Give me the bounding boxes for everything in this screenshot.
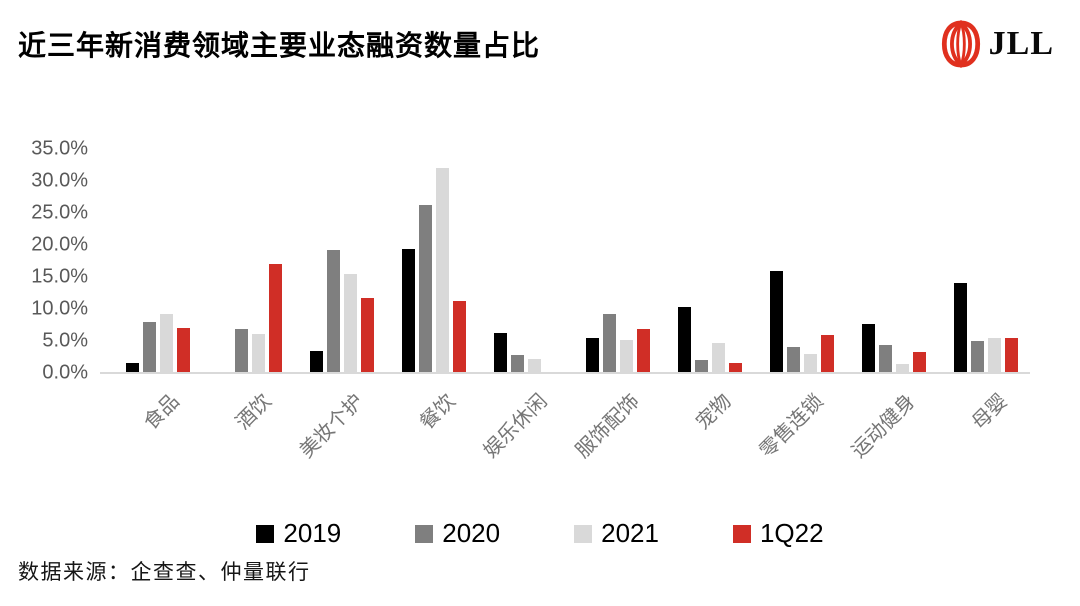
- y-tick-6: 5.0%: [42, 329, 88, 352]
- bar-group-2: [204, 149, 296, 373]
- bar-2021-cat5: [528, 358, 541, 373]
- x-label-1: 食品: [139, 390, 184, 435]
- legend-item-1Q22: 1Q22: [732, 518, 824, 549]
- legend-swatch-2021: [574, 524, 593, 543]
- bar-2020-cat5: [511, 355, 524, 373]
- bar-2021-cat9: [896, 364, 909, 373]
- bar-2020-cat9: [879, 344, 892, 373]
- bar-2019-cat3: [310, 350, 323, 373]
- bar-group-5: [480, 149, 572, 373]
- bar-2020-cat8: [787, 347, 800, 373]
- bar-2020-cat4: [419, 205, 432, 373]
- bar-1Q22-cat10: [1005, 338, 1018, 373]
- y-tick-7: 0.0%: [42, 361, 88, 384]
- bar-group-3: [296, 149, 388, 373]
- bar-2020-cat10: [971, 341, 984, 373]
- chart-legend: 2019 2020 2021 1Q22: [0, 518, 1080, 549]
- legend-label-2021: 2021: [601, 518, 659, 548]
- bar-group-1: [112, 149, 204, 373]
- plot-area: [112, 149, 1032, 373]
- bar-2021-cat1: [160, 314, 173, 373]
- jll-logo-text: JLL: [988, 25, 1054, 62]
- bar-1Q22-cat2: [269, 263, 282, 373]
- legend-label-1Q22: 1Q22: [759, 518, 824, 548]
- legend-label-2020: 2020: [442, 518, 501, 548]
- bar-1Q22-cat6: [637, 328, 650, 373]
- legend-label-2019: 2019: [283, 518, 342, 548]
- bar-2019-cat8: [770, 271, 783, 373]
- x-label-9: 运动健身: [847, 390, 920, 463]
- bar-2021-cat2: [252, 334, 265, 373]
- bar-2020-cat6: [603, 314, 616, 373]
- bar-2019-cat10: [954, 283, 967, 373]
- bar-1Q22-cat8: [821, 335, 834, 373]
- x-label-7: 宠物: [691, 390, 736, 435]
- y-tick-0: 35.0%: [31, 137, 88, 160]
- page-title: 近三年新消费领域主要业态融资数量占比: [18, 30, 541, 61]
- x-label-10: 母婴: [967, 390, 1012, 435]
- legend-item-2021: 2021: [574, 518, 659, 549]
- bar-2020-cat1: [143, 321, 156, 373]
- x-label-8: 零售连锁: [755, 390, 828, 463]
- x-label-5: 娱乐休闲: [479, 390, 552, 463]
- x-label-6: 服饰配饰: [571, 390, 644, 463]
- bar-2019-cat1: [126, 363, 139, 373]
- bar-group-8: [756, 149, 848, 373]
- bar-group-4: [388, 149, 480, 373]
- y-tick-2: 25.0%: [31, 201, 88, 224]
- x-label-2: 酒饮: [231, 390, 276, 435]
- y-tick-1: 30.0%: [31, 169, 88, 192]
- y-tick-5: 10.0%: [31, 297, 88, 320]
- bar-group-6: [572, 149, 664, 373]
- x-label-3: 美妆个护: [295, 390, 368, 463]
- jll-globe-icon: [941, 20, 980, 68]
- legend-item-2019: 2019: [256, 518, 341, 549]
- x-axis-labels: 食品 酒饮 美妆个护 餐饮 娱乐休闲 服饰配饰 宠物 零售连锁 运动健身 母婴: [112, 380, 1032, 505]
- bar-2020-cat2: [235, 328, 248, 373]
- bar-2021-cat3: [344, 273, 357, 373]
- bar-1Q22-cat9: [913, 351, 926, 373]
- bar-group-10: [940, 149, 1032, 373]
- y-tick-4: 15.0%: [31, 265, 88, 288]
- bar-2021-cat10: [988, 337, 1001, 373]
- legend-swatch-1Q22: [732, 524, 751, 543]
- bar-2019-cat6: [586, 338, 599, 373]
- bar-2020-cat3: [327, 249, 340, 373]
- legend-item-2020: 2020: [415, 518, 500, 549]
- bar-2021-cat7: [712, 342, 725, 373]
- bar-2020-cat7: [695, 360, 708, 373]
- bar-1Q22-cat1: [177, 328, 190, 373]
- bar-group-7: [664, 149, 756, 373]
- bar-2019-cat7: [678, 307, 691, 373]
- x-axis-line: [100, 372, 1030, 374]
- bar-2021-cat4: [436, 168, 449, 373]
- bar-2019-cat9: [862, 323, 875, 373]
- bar-2021-cat6: [620, 339, 633, 373]
- legend-swatch-2020: [415, 524, 434, 543]
- legend-swatch-2019: [256, 524, 275, 543]
- source-note: 数据来源：企查查、仲量联行: [18, 561, 311, 584]
- bar-group-9: [848, 149, 940, 373]
- bar-1Q22-cat3: [361, 297, 374, 373]
- bar-2019-cat4: [402, 248, 415, 373]
- bar-1Q22-cat7: [729, 362, 742, 373]
- bar-1Q22-cat4: [453, 300, 466, 373]
- y-tick-3: 20.0%: [31, 233, 88, 256]
- jll-logo: JLL: [940, 20, 1054, 68]
- x-label-4: 餐饮: [415, 390, 460, 435]
- bar-2019-cat5: [494, 333, 507, 373]
- bar-2021-cat8: [804, 354, 817, 373]
